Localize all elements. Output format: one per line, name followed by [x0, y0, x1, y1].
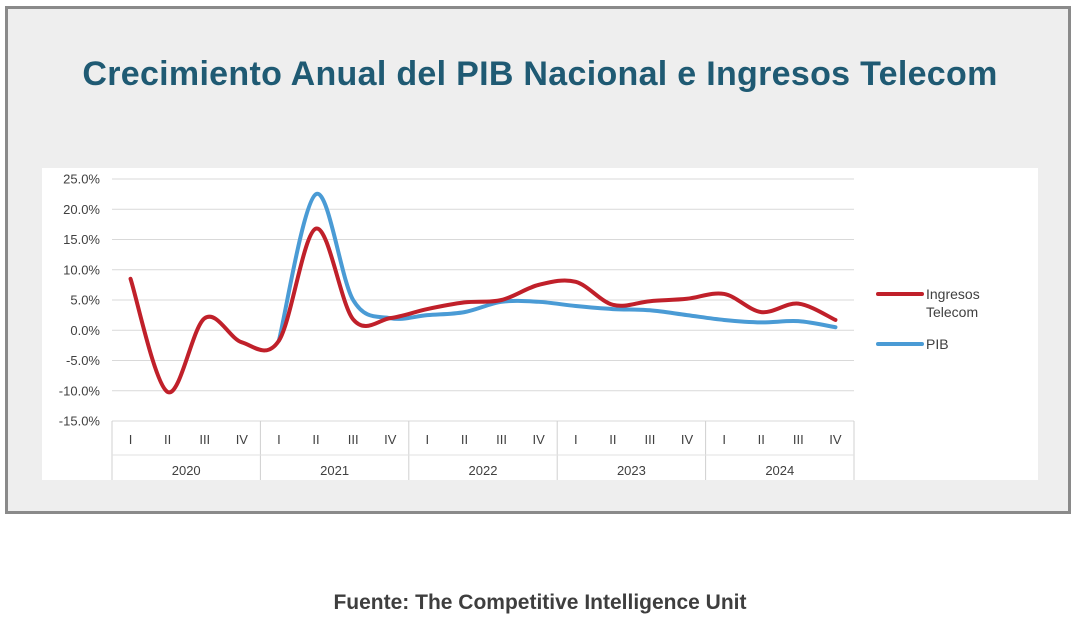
- x-tick-label: III: [496, 432, 507, 447]
- x-tick-label: II: [312, 432, 319, 447]
- y-tick-label: 5.0%: [70, 293, 100, 308]
- x-tick-label: IV: [384, 432, 397, 447]
- y-tick-label: 10.0%: [63, 262, 100, 277]
- x-tick-label: III: [793, 432, 804, 447]
- series-line-ingresos-telecom: [128, 226, 838, 394]
- x-tick-label: IV: [236, 432, 249, 447]
- x-tick-label: II: [609, 432, 616, 447]
- chart-title-text: Crecimiento Anual del PIB Nacional e Ing…: [82, 55, 998, 93]
- x-tick-label: IV: [829, 432, 842, 447]
- year-label: 2022: [469, 463, 498, 478]
- source-note: Fuente: The Competitive Intelligence Uni…: [333, 591, 747, 614]
- y-tick-label: -15.0%: [59, 414, 101, 429]
- y-tick-label: 25.0%: [63, 172, 100, 187]
- x-tick-label: I: [277, 432, 281, 447]
- x-tick-label: II: [461, 432, 468, 447]
- x-tick-label: IV: [533, 432, 546, 447]
- chart-title: Crecimiento Anual del PIB Nacional e Ing…: [0, 46, 1080, 102]
- x-tick-label: I: [129, 432, 133, 447]
- x-tick-label: III: [348, 432, 359, 447]
- x-tick-label: III: [645, 432, 656, 447]
- year-label: 2020: [172, 463, 201, 478]
- legend-label: Telecom: [926, 304, 978, 320]
- x-tick-label: I: [426, 432, 430, 447]
- x-tick-label: I: [722, 432, 726, 447]
- y-tick-label: 0.0%: [70, 323, 100, 338]
- x-tick-label: III: [199, 432, 210, 447]
- series-line-pib: [276, 192, 838, 343]
- legend-label: Ingresos: [926, 286, 980, 302]
- year-label: 2021: [320, 463, 349, 478]
- y-tick-label: -5.0%: [66, 353, 100, 368]
- year-label: 2024: [765, 463, 794, 478]
- legend-label: PIB: [926, 336, 949, 352]
- plot-area: 25.0% 20.0% 15.0% 10.0% 5.0% 0.0% -5.0% -10.0% -…: [42, 168, 1038, 480]
- y-tick-label: 20.0%: [63, 202, 100, 217]
- x-tick-label: II: [164, 432, 171, 447]
- y-tick-label: 15.0%: [63, 232, 100, 247]
- line-chart: 25.0% 20.0% 15.0% 10.0% 5.0% 0.0% -5.0% -10.0% -…: [59, 172, 980, 480]
- year-label: 2023: [617, 463, 646, 478]
- y-tick-label: -10.0%: [59, 383, 101, 398]
- x-tick-label: II: [758, 432, 765, 447]
- x-tick-label: IV: [681, 432, 694, 447]
- x-tick-label: I: [574, 432, 578, 447]
